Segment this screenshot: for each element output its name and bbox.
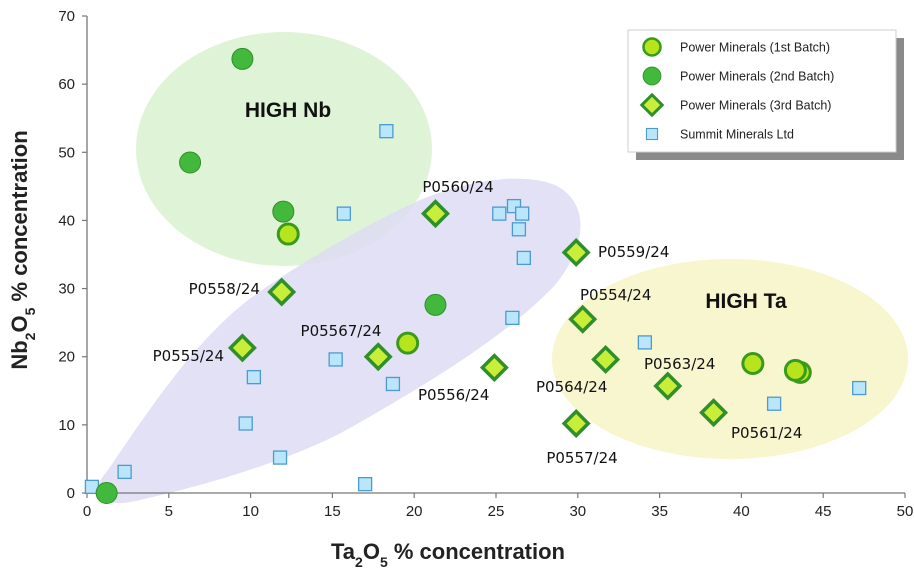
data-point	[424, 293, 447, 316]
data-point	[95, 482, 118, 504]
data-point	[231, 47, 254, 70]
data-point	[179, 151, 202, 174]
point-annotation: P0558/24	[189, 280, 260, 298]
high-ta-region	[552, 259, 908, 459]
legend-marker	[642, 66, 662, 86]
trend-band-region	[97, 178, 581, 504]
data-point	[699, 398, 729, 428]
y-tick-label: 60	[58, 76, 75, 93]
data-point	[511, 222, 527, 237]
data-point	[385, 376, 401, 392]
point-annotation: P0561/24	[731, 424, 802, 442]
x-tick-label: 25	[488, 503, 505, 520]
data-point	[479, 353, 509, 383]
y-tick-label: 30	[58, 281, 75, 298]
x-tick-label: 0	[83, 503, 91, 520]
point-annotation: P0554/24	[580, 286, 651, 304]
point-annotation: P0560/24	[422, 178, 493, 196]
data-point	[591, 344, 621, 374]
data-point	[783, 358, 807, 382]
legend-marker	[642, 37, 662, 57]
x-axis-title: Ta2O5 % concentration	[331, 539, 565, 569]
y-axis-title: Nb2O5 % concentration	[7, 130, 38, 369]
point-annotation: P05567/24	[301, 322, 382, 340]
legend-label: Power Minerals (2nd Batch)	[680, 70, 834, 84]
y-tick-label: 70	[58, 8, 75, 25]
high-nb-label: HIGH Nb	[245, 99, 331, 122]
data-point	[238, 416, 253, 431]
data-point	[379, 124, 394, 139]
legend-marker	[639, 92, 665, 118]
data-point	[420, 199, 450, 229]
x-tick-label: 50	[897, 503, 914, 520]
data-point	[637, 335, 653, 350]
data-markers	[84, 47, 867, 504]
data-point	[272, 200, 295, 223]
data-point	[276, 222, 300, 246]
data-point	[852, 380, 867, 396]
point-annotations: P0560/24 P0559/24 P0558/24 P0554/24 P05567/2…	[153, 178, 803, 467]
legend-label: Summit Minerals Ltd	[680, 128, 794, 142]
x-tick-label: 45	[815, 503, 832, 520]
data-point	[766, 396, 782, 411]
data-point	[227, 333, 257, 363]
x-tick-label: 30	[569, 503, 586, 520]
data-point	[741, 352, 765, 376]
point-annotation: P0555/24	[153, 347, 224, 365]
axes: 0 5 10 15 20 25 30 35 40 45 50 0 10 20 30 40 50 60 70	[58, 8, 913, 520]
data-point	[267, 277, 297, 307]
x-tick-label: 5	[165, 503, 173, 520]
y-tick-label: 20	[58, 349, 75, 366]
point-annotation: P0559/24	[598, 243, 669, 261]
x-tick-label: 10	[242, 503, 259, 520]
data-point	[357, 476, 373, 492]
x-tick-label: 20	[406, 503, 423, 520]
legend-label: Power Minerals (1st Batch)	[680, 41, 830, 55]
high-ta-label: HIGH Ta	[705, 290, 787, 313]
y-tick-label: 50	[58, 144, 75, 161]
legend-marker	[645, 127, 659, 141]
data-point	[568, 304, 598, 334]
point-annotation: P0564/24	[536, 378, 607, 396]
y-tick-label: 0	[67, 485, 75, 502]
data-point	[561, 237, 591, 267]
data-point	[396, 331, 420, 355]
y-tick-label: 40	[58, 212, 75, 229]
point-annotation: P0557/24	[546, 449, 617, 467]
point-annotation: P0563/24	[644, 355, 715, 373]
data-point	[492, 206, 507, 221]
data-point	[653, 371, 683, 401]
data-point	[515, 206, 530, 221]
data-point	[336, 206, 352, 221]
data-point	[516, 250, 531, 266]
data-point	[328, 352, 343, 367]
point-annotation: P0556/24	[418, 386, 489, 404]
x-tick-label: 40	[733, 503, 750, 520]
high-nb-region	[136, 32, 432, 266]
data-point	[246, 370, 262, 385]
legend-label: Power Minerals (3rd Batch)	[680, 99, 831, 113]
y-tick-label: 10	[58, 417, 75, 434]
legend-box	[627, 29, 897, 153]
x-tick-label: 15	[324, 503, 341, 520]
data-point	[117, 464, 132, 480]
legend: Power Minerals (1st Batch) Power Minerals…	[627, 29, 904, 160]
data-point	[272, 450, 288, 465]
data-point	[505, 310, 520, 326]
data-point	[561, 409, 591, 438]
x-tick-label: 35	[651, 503, 668, 520]
data-point	[363, 342, 393, 372]
region-layer	[97, 32, 908, 504]
